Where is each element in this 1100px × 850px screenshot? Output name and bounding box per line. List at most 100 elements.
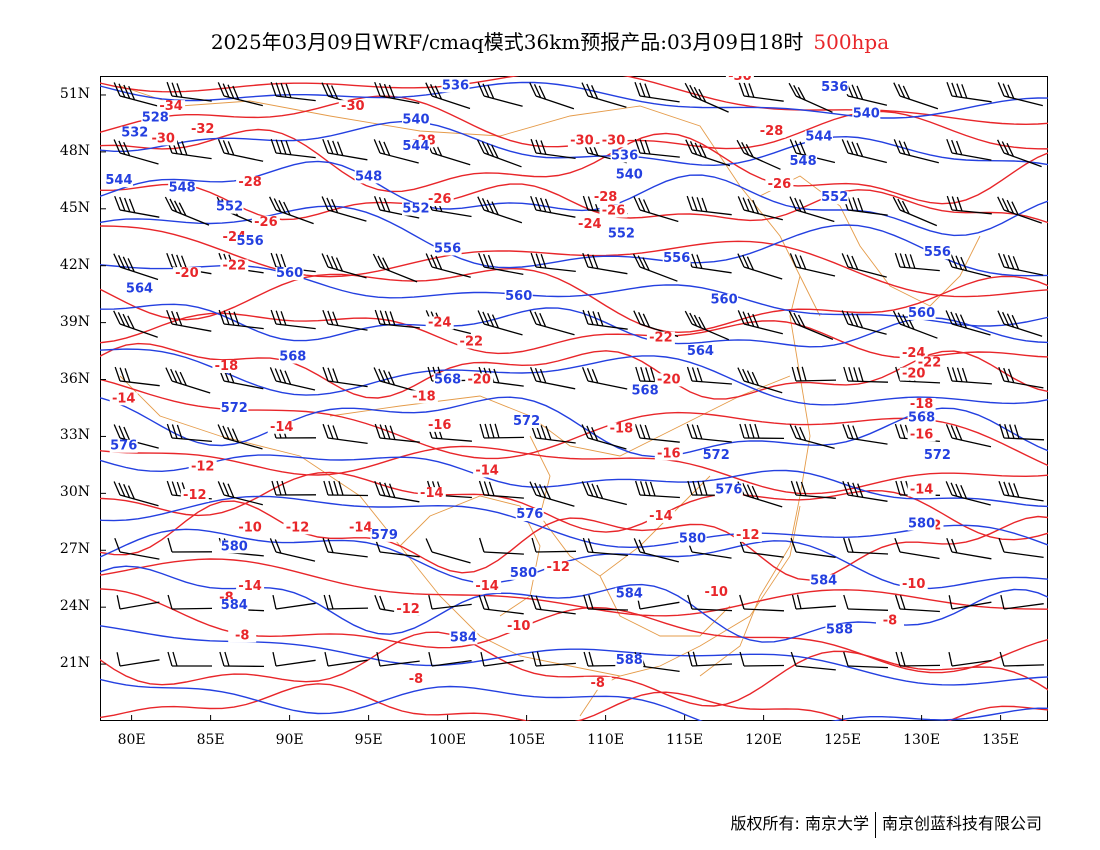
wind-barb (166, 309, 212, 332)
height-label: 560 (276, 266, 303, 281)
wind-barb (684, 310, 730, 341)
height-label-bg (441, 79, 470, 93)
height-label-bg (402, 202, 430, 216)
copyright-owner-1: 版权所有: 南京大学 (730, 814, 869, 833)
height-label: 548 (169, 181, 196, 196)
temperature-label-bg (591, 191, 620, 205)
height-contour-line (100, 81, 1048, 119)
height-label-bg (433, 373, 462, 387)
temperature-label-bg (172, 267, 201, 281)
wind-barb (531, 537, 577, 553)
wind-barb (842, 195, 888, 216)
temperature-label-bg (220, 259, 249, 273)
wind-barb (425, 253, 471, 278)
temperature-label-bg (702, 585, 731, 599)
temperature-label-bg (899, 367, 928, 381)
temperature-label: -20 (467, 372, 491, 387)
wind-barb (322, 423, 368, 445)
wind-barb (322, 138, 368, 161)
contour-labels: -34-30-32-30-28-28-26-26-24-22-20-24-22-… (104, 76, 952, 691)
temperature-label-bg (544, 561, 573, 575)
lat-tick-label: 24N (59, 598, 90, 615)
height-label-bg (220, 599, 249, 613)
height-label-bg (515, 508, 544, 522)
temperature-label-bg (907, 397, 936, 411)
wind-barb (529, 82, 575, 110)
height-label-bg (610, 149, 639, 163)
temperature-label-bg (646, 509, 675, 523)
height-label: 584 (616, 587, 643, 602)
temperature-contour-line (100, 225, 1048, 298)
height-contour-line (100, 495, 1048, 549)
wind-barb (477, 139, 522, 168)
wind-barb (843, 594, 889, 611)
temperature-label: -28 (594, 190, 618, 205)
wind-barb (373, 196, 420, 219)
wind-barb (323, 480, 369, 497)
temperature-contour-line (100, 183, 1048, 224)
wind-barb (687, 594, 733, 612)
wind-barb (116, 595, 160, 610)
temperature-label-bg (465, 373, 494, 387)
temperature-contour-line (100, 267, 1048, 334)
temperature-label-bg (251, 215, 280, 229)
lat-tick-label: 51N (59, 85, 90, 102)
height-label: 536 (821, 80, 848, 95)
temperature-label-bg (757, 124, 786, 138)
height-label: 580 (679, 532, 706, 547)
temperature-label: -12 (546, 560, 570, 575)
height-contour-line (100, 303, 1048, 348)
temperature-label-bg (212, 360, 241, 374)
temperature-label-bg (599, 204, 628, 218)
wind-barb (373, 367, 419, 393)
height-label-bg (907, 517, 936, 531)
copyright: 版权所有: 南京大学 南京创蓝科技有限公司 (730, 810, 1042, 838)
height-label-bg (615, 587, 644, 601)
wind-barb (322, 366, 368, 388)
temperature-label: -22 (649, 331, 673, 346)
boundary-line (699, 275, 811, 677)
wind-barb (269, 196, 314, 225)
height-label: 572 (221, 401, 248, 416)
wind-barb (892, 196, 938, 227)
wind-barb (790, 651, 836, 671)
temperature-label-bg (504, 619, 533, 633)
wind-barb (686, 195, 732, 216)
wind-barb (788, 310, 834, 340)
wind-barb (997, 196, 1043, 224)
height-contour-line (100, 528, 1048, 590)
wind-barb (1000, 594, 1044, 610)
wind-barb (946, 195, 992, 215)
temperature-label-bg (457, 335, 486, 349)
wind-barb (374, 81, 420, 105)
wind-barb (893, 139, 939, 164)
wind-barb (791, 366, 837, 382)
wind-barb (842, 480, 888, 502)
copyright-owner-2: 南京创蓝科技有限公司 (881, 814, 1042, 833)
temperature-contour-line (100, 342, 1048, 400)
wind-barb (633, 196, 679, 223)
wind-barb (582, 252, 628, 275)
wind-barb (428, 651, 472, 667)
temperature-label: -30 (570, 133, 594, 148)
wind-barb (217, 424, 263, 450)
height-label: 560 (505, 289, 532, 304)
wind-barb (425, 538, 471, 564)
height-label: 556 (237, 234, 264, 249)
temperature-label-bg (228, 629, 257, 643)
temperature-label-bg (425, 418, 454, 432)
wind-barb (739, 594, 785, 612)
height-label-bg (236, 234, 265, 248)
temperature-contour-line (100, 500, 1048, 581)
temperature-label-bg (654, 373, 683, 387)
wind-barb (217, 139, 264, 162)
temperature-contour-line (100, 558, 1048, 617)
temperature-label: -24 (428, 315, 452, 330)
height-label-bg (370, 528, 399, 542)
wind-barb (736, 139, 781, 170)
wind-barb (841, 310, 887, 335)
temperature-label-bg (583, 676, 612, 690)
temperature-label-bg (473, 580, 502, 594)
wind-barb (791, 594, 836, 610)
height-label-bg (789, 155, 818, 169)
